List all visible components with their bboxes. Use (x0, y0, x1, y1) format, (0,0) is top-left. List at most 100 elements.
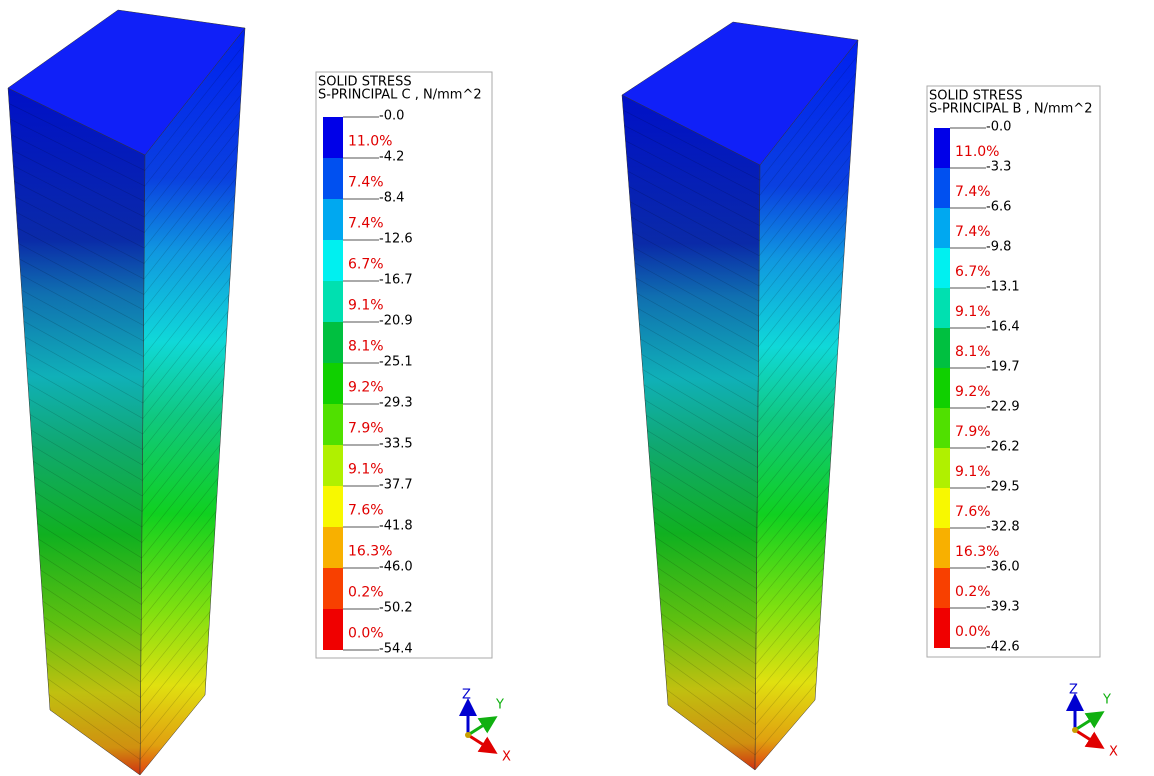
legend-percent: 7.4% (955, 224, 991, 240)
legend-band (934, 568, 950, 608)
legend-tick-label: -29.5 (986, 480, 1020, 495)
legend-percent: 7.9% (348, 421, 384, 437)
legend-tick-label: -9.8 (986, 240, 1011, 255)
legend-tick-label: -19.7 (986, 360, 1020, 375)
legend-band (934, 248, 950, 288)
legend-tick-label: -22.9 (986, 400, 1020, 415)
legend-tick-label: -41.8 (379, 519, 413, 534)
axis-label: X (502, 750, 511, 765)
column-left-face (622, 95, 760, 770)
legend-tick-label: -3.3 (986, 160, 1011, 175)
legend-band (934, 288, 950, 328)
legend-percent: 9.2% (348, 380, 384, 396)
legend-tick-label: -4.2 (379, 150, 404, 165)
legend-percent: 9.1% (348, 298, 384, 314)
legend-band (323, 117, 343, 158)
legend-tick-label: -39.3 (986, 600, 1020, 615)
legend-tick-label: -20.9 (379, 314, 413, 329)
axis-arrow (1075, 716, 1097, 730)
legend-percent: 6.7% (955, 264, 991, 280)
legend-band (934, 488, 950, 528)
legend-band (934, 128, 950, 168)
legend-band (323, 486, 343, 527)
legend-percent: 8.1% (348, 339, 384, 355)
legend-percent: 8.1% (955, 344, 991, 360)
axis-origin (465, 732, 471, 738)
axis-arrow (1075, 730, 1097, 744)
legend-tick-label: -36.0 (986, 560, 1020, 575)
legend-percent: 9.1% (348, 462, 384, 478)
axis-label: Z (1069, 683, 1078, 698)
legend-band (323, 445, 343, 486)
legend-band (934, 168, 950, 208)
legend-tick-label: -50.2 (379, 601, 413, 616)
legend-tick-label: -54.4 (379, 642, 413, 657)
legend-percent: 9.1% (955, 464, 991, 480)
legend-band (934, 208, 950, 248)
legend-band (323, 527, 343, 568)
legend-band (934, 528, 950, 568)
legend-tick-label: -46.0 (379, 560, 413, 575)
legend-band (323, 199, 343, 240)
legend-percent: 7.6% (348, 503, 384, 519)
legend-band (934, 328, 950, 368)
legend-band (323, 240, 343, 281)
legend-subtitle: S-PRINCIPAL C , N/mm^2 (318, 88, 482, 103)
result-panel: SOLID STRESSS-PRINCIPAL B , N/mm^211.0%7… (622, 22, 1118, 770)
legend-tick-label: -16.4 (986, 320, 1020, 335)
legend-band (323, 322, 343, 363)
screenshot: SOLID STRESSS-PRINCIPAL C , N/mm^211.0%7… (0, 0, 1154, 776)
column-left-face (8, 88, 145, 775)
legend-tick-label: -29.3 (379, 396, 413, 411)
legend-tick-label: -12.6 (379, 232, 413, 247)
legend-tick-label: -25.1 (379, 355, 413, 370)
legend-percent: 11.0% (955, 144, 999, 160)
legend-percent: 7.4% (348, 216, 384, 232)
legend-band (323, 568, 343, 609)
legend-tick-label: -16.7 (379, 273, 413, 288)
axis-arrow (468, 735, 490, 749)
legend-percent: 9.2% (955, 384, 991, 400)
legend-tick-label: -42.6 (986, 640, 1020, 655)
axis-label: Y (1102, 693, 1111, 708)
legend-band (934, 408, 950, 448)
legend-percent: 7.9% (955, 424, 991, 440)
legend-band (323, 363, 343, 404)
legend-tick-label: -33.5 (379, 437, 413, 452)
legend-percent: 6.7% (348, 257, 384, 273)
legend-percent: 0.0% (955, 624, 991, 640)
legend-band (323, 404, 343, 445)
legend-band (934, 608, 950, 648)
legend-band (934, 448, 950, 488)
axis-label: X (1109, 745, 1118, 760)
legend-tick-label: -26.2 (986, 440, 1020, 455)
legend-tick-label: -0.0 (379, 109, 404, 124)
legend-tick-label: -37.7 (379, 478, 413, 493)
axis-origin (1072, 727, 1078, 733)
legend-band (323, 609, 343, 650)
axis-label: Z (462, 688, 471, 703)
legend-tick-label: -13.1 (986, 280, 1020, 295)
legend-percent: 9.1% (955, 304, 991, 320)
legend-band (323, 281, 343, 322)
panels: SOLID STRESSS-PRINCIPAL C , N/mm^211.0%7… (8, 10, 1118, 775)
legend-percent: 16.3% (348, 544, 392, 560)
legend-band (323, 158, 343, 199)
legend-percent: 16.3% (955, 544, 999, 560)
legend-percent: 11.0% (348, 134, 392, 150)
legend-tick-label: -8.4 (379, 191, 404, 206)
legend-percent: 0.2% (348, 585, 384, 601)
legend-percent: 7.4% (955, 184, 991, 200)
legend-percent: 7.6% (955, 504, 991, 520)
legend-percent: 0.2% (955, 584, 991, 600)
axis-label: Y (495, 698, 504, 713)
legend-band (934, 368, 950, 408)
legend-subtitle: S-PRINCIPAL B , N/mm^2 (929, 102, 1092, 117)
legend-tick-label: -32.8 (986, 520, 1020, 535)
legend-tick-label: -0.0 (986, 120, 1011, 135)
legend-percent: 7.4% (348, 175, 384, 191)
legend-percent: 0.0% (348, 626, 384, 642)
legend-tick-label: -6.6 (986, 200, 1011, 215)
axis-arrow (468, 721, 490, 735)
